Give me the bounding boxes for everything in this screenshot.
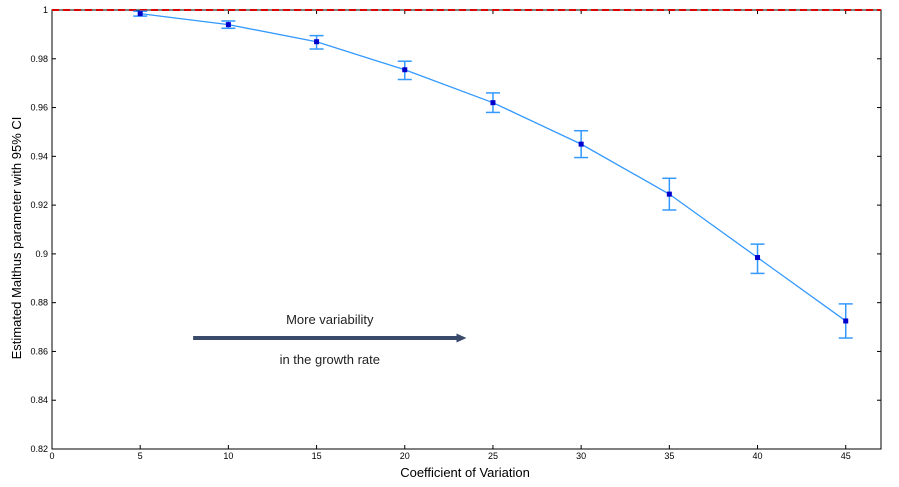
- annotation-layer: More variability in the growth rate: [193, 312, 467, 367]
- y-tick-label: 1: [43, 5, 48, 15]
- data-point: [755, 255, 761, 261]
- data-point: [137, 11, 143, 17]
- data-point: [843, 318, 849, 324]
- x-tick-label: 0: [49, 451, 54, 461]
- y-tick-label: 0.82: [30, 444, 48, 454]
- y-tick-label: 0.9: [35, 249, 48, 259]
- data-point: [225, 22, 231, 28]
- x-tick-label: 10: [223, 451, 233, 461]
- axes-layer: 0 5 10 15 20 25 30 35 40 45 0.82 0.84 0.86 0.88 0.9 0.9…: [30, 5, 882, 461]
- x-tick-label: 5: [138, 451, 143, 461]
- annotation-line-1: More variability: [286, 312, 374, 327]
- y-tick-label: 0.96: [30, 103, 48, 113]
- y-tick-label: 0.98: [30, 54, 48, 64]
- plot-frame: [51, 9, 882, 450]
- y-tick-label: 0.84: [30, 395, 48, 405]
- data-point: [578, 141, 584, 147]
- x-tick-label: 45: [841, 451, 851, 461]
- y-tick-label: 0.88: [30, 298, 48, 308]
- data-point: [490, 100, 496, 106]
- x-tick-label: 25: [488, 451, 498, 461]
- x-tick-label: 30: [576, 451, 586, 461]
- x-tick-label: 15: [312, 451, 322, 461]
- y-tick-label: 0.94: [30, 151, 48, 161]
- data-point: [402, 67, 408, 73]
- series-line: [140, 13, 847, 322]
- x-tick-label: 35: [664, 451, 674, 461]
- y-tick-label: 0.92: [30, 200, 48, 210]
- y-tick-label: 0.86: [30, 346, 48, 356]
- annotation-arrowhead: [456, 333, 467, 343]
- data-point: [314, 39, 320, 45]
- y-axis-label: Estimated Malthus parameter with 95% CI: [9, 117, 24, 360]
- x-tick-label: 20: [400, 451, 410, 461]
- x-axis-label: Coefficient of Variation: [400, 465, 530, 480]
- x-tick-label: 40: [753, 451, 763, 461]
- data-point: [666, 191, 672, 197]
- series-layer: [133, 10, 853, 339]
- annotation-line-2: in the growth rate: [280, 352, 380, 367]
